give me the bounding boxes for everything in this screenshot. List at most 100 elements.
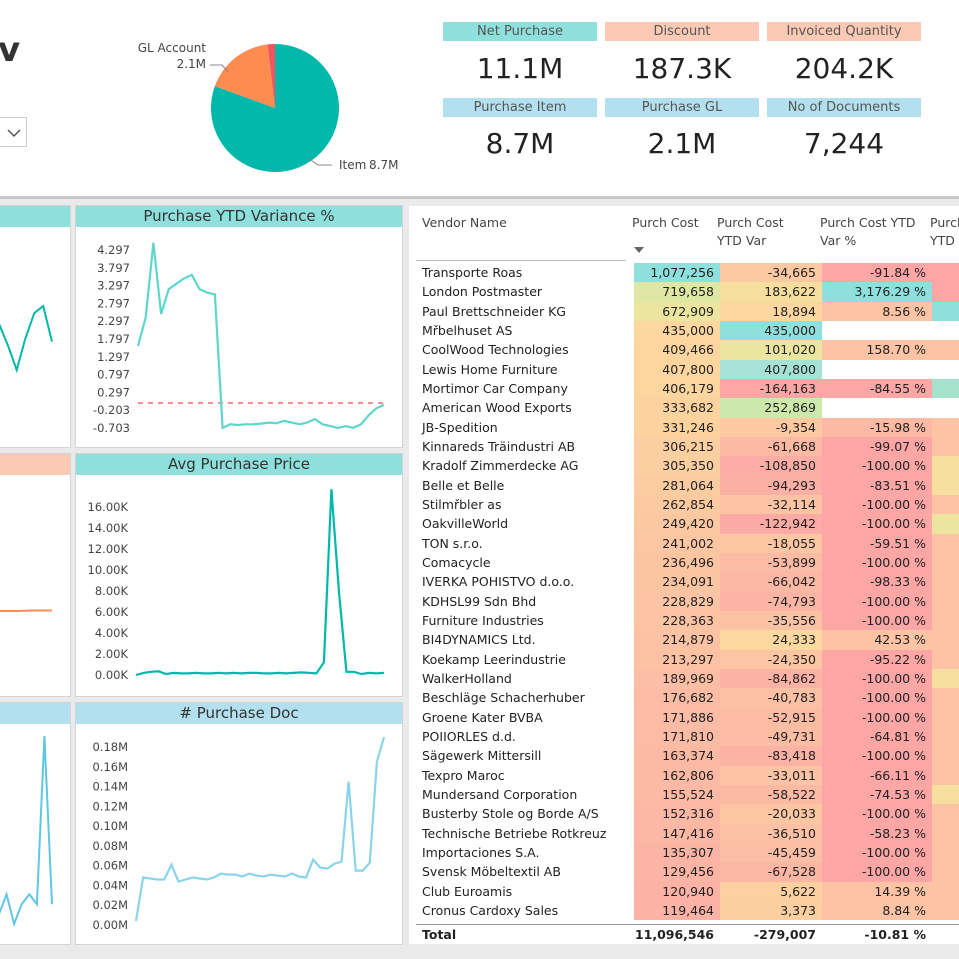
- table-row[interactable]: American Wood Exports 333,682 252,869: [416, 398, 959, 418]
- table-row[interactable]: Importaciones S.A. 135,307 -45,459 -100.00 …: [416, 842, 959, 863]
- purch-cost-cell: 135,307: [634, 842, 720, 863]
- purch-cost-cell: 435,000: [634, 320, 720, 341]
- purchase-doc-line-chart: 0.18M 0.16M 0.14M 0.12M 0.10M 0.08M 0.06M 0.04M…: [92, 736, 386, 932]
- purch-cost-cell: 213,297: [634, 649, 720, 669]
- table-row[interactable]: Texpro Maroc 162,806 -33,011 -66.11 %: [416, 765, 959, 785]
- table-row[interactable]: KDHSL99 Sdn Bhd 228,829 -74,793 -100.00 %: [416, 591, 959, 611]
- ytd-var-cell: 5,622: [720, 881, 822, 901]
- table-row[interactable]: Koekamp Leerindustrie 213,297 -24,350 -95.2…: [416, 649, 959, 669]
- col-header-purch-cost-ytd-var-l1[interactable]: Purch Cost: [717, 215, 784, 230]
- table-row[interactable]: Kinnareds Träindustri AB 306,215 -61,668 -9…: [416, 436, 959, 457]
- table-row[interactable]: Paul Brettschneider KG 672,909 18,894 8.56 …: [416, 301, 959, 322]
- table-row[interactable]: OakvilleWorld 249,420 -122,942 -100.00 %: [416, 514, 959, 534]
- total-ytd-var-pct: -10.81 %: [864, 927, 926, 942]
- y-tick-label: 4.00K: [95, 626, 129, 640]
- table-row[interactable]: Lewis Home Furniture 407,800 407,800: [416, 359, 959, 380]
- table-row[interactable]: Beschläge Schacherhuber 176,682 -40,783 -10…: [416, 688, 959, 708]
- ytd-var-pct-cell: 8.84 %: [822, 900, 932, 921]
- col-header-purch-cost-ytd-var-pct-l1[interactable]: Purch Cost YTD: [820, 215, 916, 230]
- ytd-var-pct-cell: -100.00 %: [822, 746, 932, 766]
- kpi-label-no-of-documents: No of Documents: [767, 98, 921, 117]
- col-header-partial-l1[interactable]: Purcl: [930, 215, 959, 230]
- ytd-var-cell: -45,459: [720, 842, 822, 863]
- table-row[interactable]: Technische Betriebe Rotkreuz 147,416 -36,5…: [416, 823, 959, 843]
- purch-cost-cell: 129,456: [634, 862, 720, 882]
- table-row[interactable]: Stilmřbler as 262,854 -32,114 -100.00 %: [416, 494, 959, 515]
- table-row[interactable]: POIIORLES d.d. 171,810 -49,731 -64.81 %: [416, 726, 959, 747]
- y-tick-label: 0.00M: [92, 918, 128, 932]
- pie-leader-item: [307, 157, 332, 166]
- table-row[interactable]: Mortimor Car Company 406,179 -164,163 -84.5…: [416, 378, 959, 399]
- ytd-var-pct-cell: 3,176.29 %: [822, 282, 932, 302]
- ytd-var-cell: -94,293: [720, 475, 822, 496]
- y-tick-label: 0.08M: [92, 839, 128, 853]
- header-divider: [0, 196, 959, 199]
- total-ytd-var: -279,007: [753, 927, 816, 942]
- ytd-var-pct-cell: -15.98 %: [822, 417, 932, 438]
- series-line[interactable]: [135, 489, 385, 677]
- sort-down-icon[interactable]: [634, 247, 644, 253]
- vendor-name: Belle et Belle: [422, 477, 505, 493]
- table-row[interactable]: Comacycle 236,496 -53,899 -100.00 %: [416, 552, 959, 573]
- ytd-var-cell: -18,055: [720, 533, 822, 553]
- table-row[interactable]: TON s.r.o. 241,002 -18,055 -59.51 %: [416, 533, 959, 553]
- partial-col-cell: [932, 746, 959, 766]
- ytd-var-pct-cell: -100.00 %: [822, 591, 932, 611]
- table-row[interactable]: Transporte Roas 1,077,256 -34,665 -91.84 %: [416, 263, 959, 283]
- table-row[interactable]: Furniture Industries 228,363 -35,556 -100.0…: [416, 610, 959, 631]
- col-header-vendor-name[interactable]: Vendor Name: [422, 215, 507, 230]
- ytd-var-pct-cell: -100.00 %: [822, 804, 932, 824]
- partial-col-cell: [932, 378, 959, 399]
- y-tick-label: 2.297: [97, 314, 130, 328]
- table-row[interactable]: WalkerHolland 189,969 -84,862 -100.00 %: [416, 668, 959, 689]
- table-row[interactable]: Busterby Stole og Borde A/S 152,316 -20,03…: [416, 804, 959, 824]
- table-row[interactable]: JB-Spedition 331,246 -9,354 -15.98 %: [416, 417, 959, 438]
- table-row[interactable]: Belle et Belle 281,064 -94,293 -83.51 %: [416, 475, 959, 496]
- vendor-name: CoolWood Technologies: [422, 342, 569, 358]
- table-row[interactable]: Groene Kater BVBA 171,886 -52,915 -100.00 %: [416, 707, 959, 727]
- purch-cost-cell: 281,064: [634, 475, 720, 496]
- y-tick-label: 3.797: [97, 261, 130, 275]
- pie-slice-gl-account[interactable]: [214, 44, 275, 108]
- purch-cost-cell: 171,810: [634, 726, 720, 747]
- vendor-name: OakvilleWorld: [422, 516, 509, 532]
- table-row[interactable]: Mřbelhuset AS 435,000 435,000: [416, 320, 959, 341]
- purch-cost-cell: 331,246: [634, 417, 720, 438]
- table-row[interactable]: Sägewerk Mittersill 163,374 -83,418 -100.00…: [416, 746, 959, 766]
- y-tick-label: 3.297: [97, 279, 130, 293]
- pie-slice-other[interactable]: [267, 44, 275, 108]
- table-row[interactable]: London Postmaster 719,658 183,622 3,176.29 …: [416, 282, 959, 302]
- series-line[interactable]: [134, 736, 386, 922]
- table-row[interactable]: Mundersand Corporation 155,524 -58,522 -74.…: [416, 784, 959, 805]
- purch-cost-cell: 214,879: [634, 630, 720, 650]
- vendor-name: Club Euroamis: [422, 883, 513, 899]
- left-mid-chart-panel: [0, 453, 71, 697]
- table-row[interactable]: IVERKA POHISTVO d.o.o. 234,091 -66,042 -98.…: [416, 572, 959, 592]
- pie-slices: [211, 44, 339, 172]
- header-underline: [416, 260, 626, 261]
- ytd-var-pct-cell: -59.51 %: [822, 533, 932, 553]
- left-top-line-chart: [0, 304, 53, 374]
- table-row[interactable]: CoolWood Technologies 409,466 101,020 158.7…: [416, 340, 959, 360]
- table-row[interactable]: BI4DYNAMICS Ltd. 214,879 24,333 42.53 %: [416, 630, 959, 650]
- table-row[interactable]: Svensk Möbeltextil AB 129,456 -67,528 -100.…: [416, 862, 959, 882]
- ytd-var-cell: 24,333: [720, 630, 822, 650]
- ytd-var-cell: -33,011: [720, 765, 822, 785]
- vendor-name: BI4DYNAMICS Ltd.: [422, 632, 536, 648]
- partial-col-cell: [932, 591, 959, 611]
- partial-col-cell: [932, 900, 959, 921]
- purch-cost-cell: 262,854: [634, 494, 720, 515]
- slicer-dropdown[interactable]: [0, 117, 27, 147]
- y-tick-label: 0.12M: [92, 799, 128, 813]
- y-tick-label: 0.16M: [92, 760, 128, 774]
- avg-price-chart-panel: Avg Purchase Price 16.00K 14.00K 12.00K 10.…: [75, 453, 403, 697]
- col-header-purch-cost[interactable]: Purch Cost: [632, 215, 699, 230]
- partial-col-cell: [932, 475, 959, 496]
- series-line[interactable]: [136, 242, 385, 430]
- table-row[interactable]: Kradolf Zimmerdecke AG 305,350 -108,850 -10…: [416, 456, 959, 476]
- ytd-var-pct-cell: -100.00 %: [822, 456, 932, 476]
- table-row[interactable]: Club Euroamis 120,940 5,622 14.39 %: [416, 881, 959, 901]
- ytd-var-pct-cell: -58.23 %: [822, 823, 932, 843]
- table-row[interactable]: Cronus Cardoxy Sales 119,464 3,373 8.84 %: [416, 900, 959, 921]
- table-total-row: Total 11,096,546 -279,007 -10.81 % 2: [416, 924, 959, 944]
